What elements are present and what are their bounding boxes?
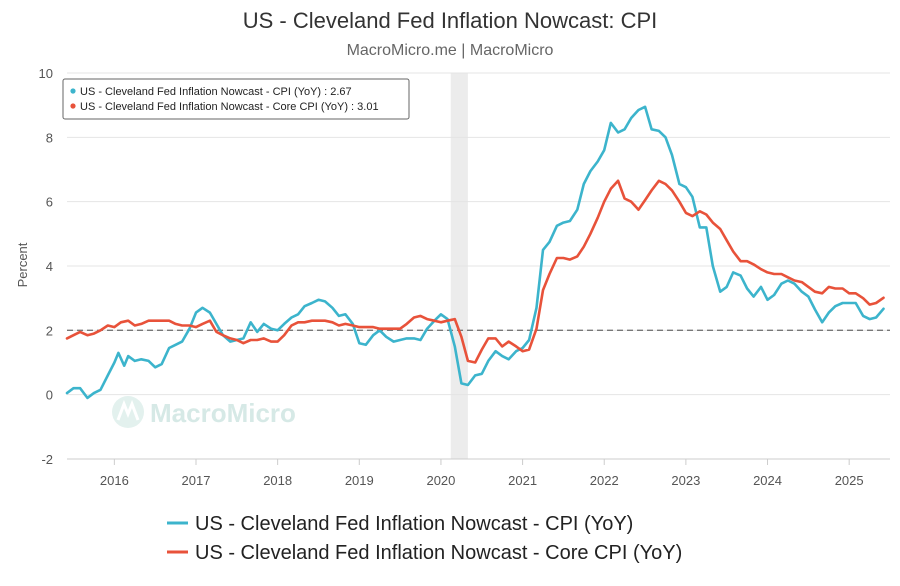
y-tick-label: 6: [46, 195, 53, 210]
x-tick-label: 2018: [263, 473, 292, 488]
tooltip-frame: [62, 78, 410, 120]
legend-item-core-cpi[interactable]: US - Cleveland Fed Inflation Nowcast - C…: [167, 542, 682, 564]
legend-item-cpi[interactable]: US - Cleveland Fed Inflation Nowcast - C…: [167, 513, 633, 535]
x-tick-label: 2020: [426, 473, 455, 488]
y-tick-label: 4: [46, 259, 53, 274]
legend-core-label: US - Cleveland Fed Inflation Nowcast - C…: [195, 542, 682, 564]
x-tick-label: 2025: [835, 473, 864, 488]
x-tick-label: 2019: [345, 473, 374, 488]
tooltip-cpi-dot: [70, 88, 76, 94]
x-tick-label: 2016: [100, 473, 129, 488]
y-tick-label: 10: [39, 66, 53, 81]
tooltip-box: US - Cleveland Fed Inflation Nowcast - C…: [62, 78, 410, 120]
x-tick-label: 2024: [753, 473, 782, 488]
tooltip-core-text: US - Cleveland Fed Inflation Nowcast - C…: [80, 101, 379, 113]
y-tick-label: 8: [46, 130, 53, 145]
x-tick-label: 2022: [590, 473, 619, 488]
series-line-cpi: [65, 105, 885, 400]
tooltip-cpi-text: US - Cleveland Fed Inflation Nowcast - C…: [80, 86, 352, 98]
tooltip-core-dot: [70, 103, 76, 109]
watermark: MacroMicro: [112, 396, 296, 428]
y-tick-label: -2: [41, 452, 53, 467]
series-lines: [65, 105, 885, 400]
series-line-core-cpi: [65, 179, 885, 364]
chart-title: US - Cleveland Fed Inflation Nowcast: CP…: [243, 8, 658, 33]
y-axis-label: Percent: [15, 242, 30, 287]
chart-subtitle: MacroMicro.me | MacroMicro: [347, 42, 554, 59]
x-tick-label: 2021: [508, 473, 537, 488]
x-tick-label: 2017: [182, 473, 211, 488]
watermark-text: MacroMicro: [150, 398, 296, 428]
watermark-logo-mark: [116, 399, 140, 421]
y-tick-label: 0: [46, 388, 53, 403]
y-axis: -2 0 2 4 6 8 10: [39, 66, 53, 467]
legend: US - Cleveland Fed Inflation Nowcast - C…: [167, 513, 682, 564]
x-tick-label: 2023: [671, 473, 700, 488]
y-tick-label: 2: [46, 323, 53, 338]
x-axis: 2016 2017 2018 2019 2020 2021 2022 2023 2024 2025: [67, 458, 890, 488]
legend-cpi-label: US - Cleveland Fed Inflation Nowcast - C…: [195, 513, 633, 535]
